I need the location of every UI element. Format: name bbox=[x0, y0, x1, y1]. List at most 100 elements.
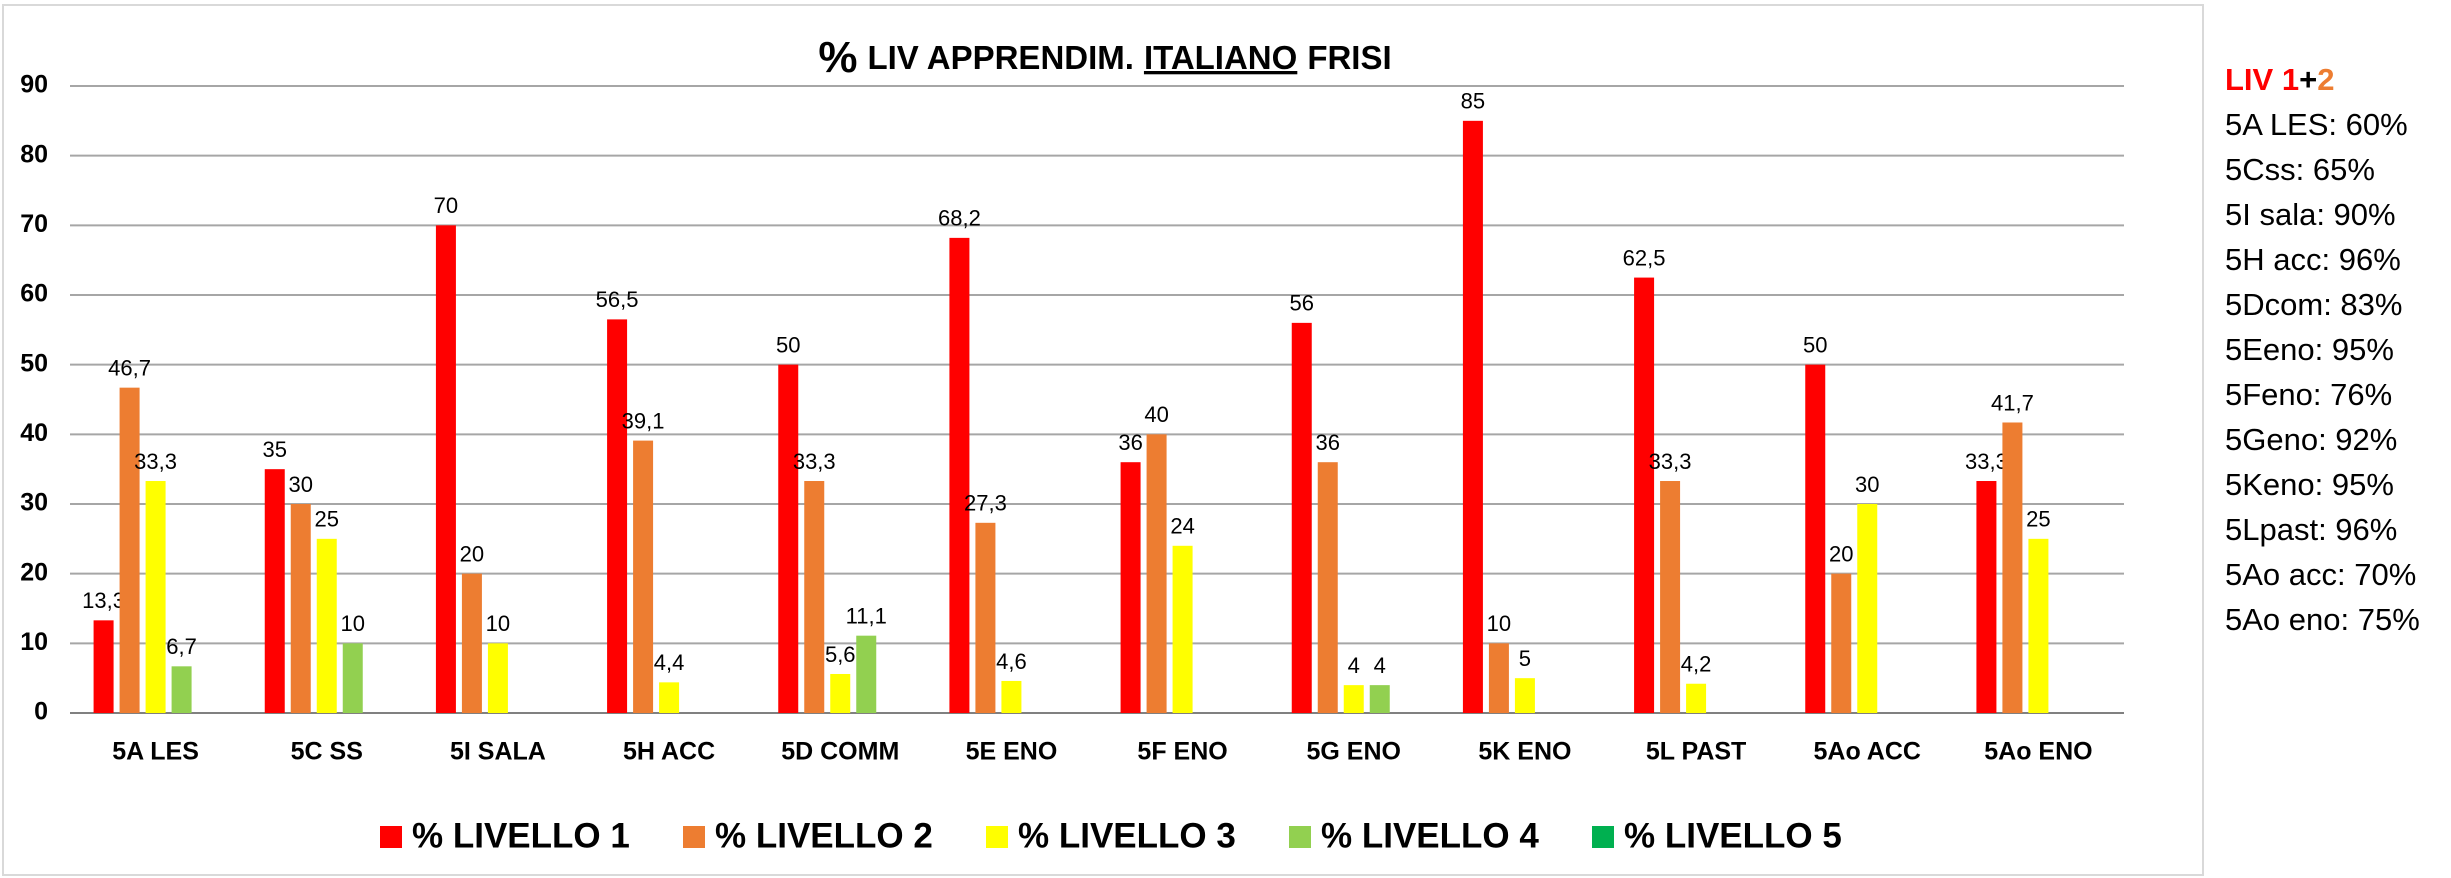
side-line: 5A LES: 60% bbox=[2225, 107, 2408, 142]
bar bbox=[830, 673, 851, 713]
value-label: 36 bbox=[1118, 430, 1142, 455]
side-heading-part: LIV 1 bbox=[2225, 62, 2299, 97]
bar bbox=[264, 469, 285, 713]
legend-swatch bbox=[1289, 826, 1311, 848]
value-label: 5 bbox=[1519, 646, 1531, 671]
value-label: 50 bbox=[776, 332, 800, 357]
value-label: 25 bbox=[315, 507, 339, 532]
legend-label: % LIVELLO 3 bbox=[1018, 816, 1236, 855]
value-label: 4,4 bbox=[654, 650, 685, 675]
value-label: 39,1 bbox=[622, 408, 665, 433]
x-tick-label: 5A LES bbox=[112, 738, 199, 766]
value-label: 4 bbox=[1348, 653, 1360, 678]
y-tick-label: 50 bbox=[20, 349, 48, 377]
bar bbox=[607, 319, 628, 713]
bar bbox=[1686, 683, 1707, 713]
side-line: 5Ao eno: 75% bbox=[2225, 602, 2420, 637]
bar bbox=[1120, 462, 1141, 713]
x-tick-label: 5C SS bbox=[291, 738, 363, 766]
legend-label: % LIVELLO 4 bbox=[1321, 816, 1539, 855]
bar bbox=[1146, 434, 1167, 713]
x-tick-label: 5K ENO bbox=[1478, 738, 1571, 766]
legend-swatch bbox=[380, 826, 402, 848]
bar bbox=[487, 643, 508, 713]
value-label: 33,3 bbox=[793, 449, 836, 474]
bar bbox=[1343, 685, 1364, 713]
side-line: 5Dcom: 83% bbox=[2225, 287, 2402, 322]
value-label: 20 bbox=[460, 541, 484, 566]
x-tick-label: 5H ACC bbox=[623, 738, 715, 766]
bar bbox=[1172, 545, 1193, 713]
legend-label: % LIVELLO 5 bbox=[1624, 816, 1842, 855]
value-label: 30 bbox=[1855, 472, 1879, 497]
bar bbox=[316, 538, 337, 713]
y-tick-label: 30 bbox=[20, 489, 48, 517]
value-label: 35 bbox=[263, 437, 287, 462]
value-label: 70 bbox=[434, 193, 458, 218]
legend-swatch bbox=[1592, 826, 1614, 848]
value-label: 4,2 bbox=[1681, 652, 1712, 677]
bar bbox=[1660, 481, 1681, 713]
value-label: 85 bbox=[1461, 89, 1485, 114]
side-heading: LIV 1+2 bbox=[2225, 62, 2334, 97]
legend-label: % LIVELLO 1 bbox=[412, 816, 630, 855]
title-part: ITALIANO bbox=[1144, 39, 1297, 76]
bar bbox=[949, 237, 970, 713]
value-label: 11,1 bbox=[846, 603, 887, 628]
side-line: 5Ao acc: 70% bbox=[2225, 557, 2416, 592]
bar bbox=[804, 481, 825, 713]
y-tick-label: 80 bbox=[20, 140, 48, 168]
bar bbox=[461, 573, 482, 713]
y-tick-label: 10 bbox=[20, 628, 48, 656]
bar bbox=[93, 620, 114, 713]
value-label: 10 bbox=[1487, 611, 1511, 636]
side-line: 5Feno: 76% bbox=[2225, 377, 2392, 412]
value-label: 25 bbox=[2026, 507, 2050, 532]
value-label: 56,5 bbox=[596, 287, 639, 312]
value-label: 6,7 bbox=[166, 634, 197, 659]
value-label: 27,3 bbox=[964, 491, 1007, 516]
value-label: 13,3 bbox=[82, 588, 125, 613]
chart-border bbox=[2, 4, 2204, 876]
bar bbox=[1001, 680, 1022, 713]
title-part: LIV APPRENDIM. bbox=[867, 39, 1133, 76]
bar bbox=[342, 643, 363, 713]
bar bbox=[2028, 538, 2049, 713]
bar bbox=[145, 481, 166, 713]
side-line: 5Lpast: 96% bbox=[2225, 512, 2397, 547]
value-label: 10 bbox=[341, 611, 365, 636]
bar bbox=[633, 440, 654, 713]
bar bbox=[1317, 462, 1338, 713]
y-tick-label: 60 bbox=[20, 280, 48, 308]
value-label: 33,3 bbox=[134, 449, 177, 474]
value-label: 41,7 bbox=[1991, 390, 2034, 415]
bar bbox=[659, 682, 680, 713]
value-label: 20 bbox=[1829, 541, 1853, 566]
side-heading-part: 2 bbox=[2317, 62, 2334, 97]
x-tick-label: 5I SALA bbox=[450, 738, 546, 766]
bar bbox=[2002, 422, 2023, 713]
bar bbox=[119, 387, 140, 713]
y-tick-label: 0 bbox=[34, 698, 48, 726]
bar bbox=[1369, 685, 1390, 713]
x-tick-label: 5E ENO bbox=[966, 738, 1058, 766]
x-tick-label: 5F ENO bbox=[1137, 738, 1227, 766]
side-line: 5I sala: 90% bbox=[2225, 197, 2396, 232]
value-label: 68,2 bbox=[938, 206, 981, 231]
y-tick-label: 70 bbox=[20, 210, 48, 238]
bar bbox=[1291, 322, 1312, 713]
value-label: 24 bbox=[1170, 514, 1194, 539]
value-label: 46,7 bbox=[108, 355, 151, 380]
title-part: % bbox=[818, 33, 857, 82]
value-label: 10 bbox=[486, 611, 510, 636]
bar bbox=[290, 504, 311, 713]
x-tick-label: 5D COMM bbox=[781, 738, 899, 766]
value-label: 62,5 bbox=[1623, 245, 1666, 270]
value-label: 33,3 bbox=[1965, 449, 2008, 474]
value-label: 30 bbox=[289, 472, 313, 497]
bar bbox=[1488, 643, 1509, 713]
value-label: 36 bbox=[1316, 430, 1340, 455]
x-tick-label: 5Ao ENO bbox=[1984, 738, 2092, 766]
legend-swatch bbox=[683, 826, 705, 848]
